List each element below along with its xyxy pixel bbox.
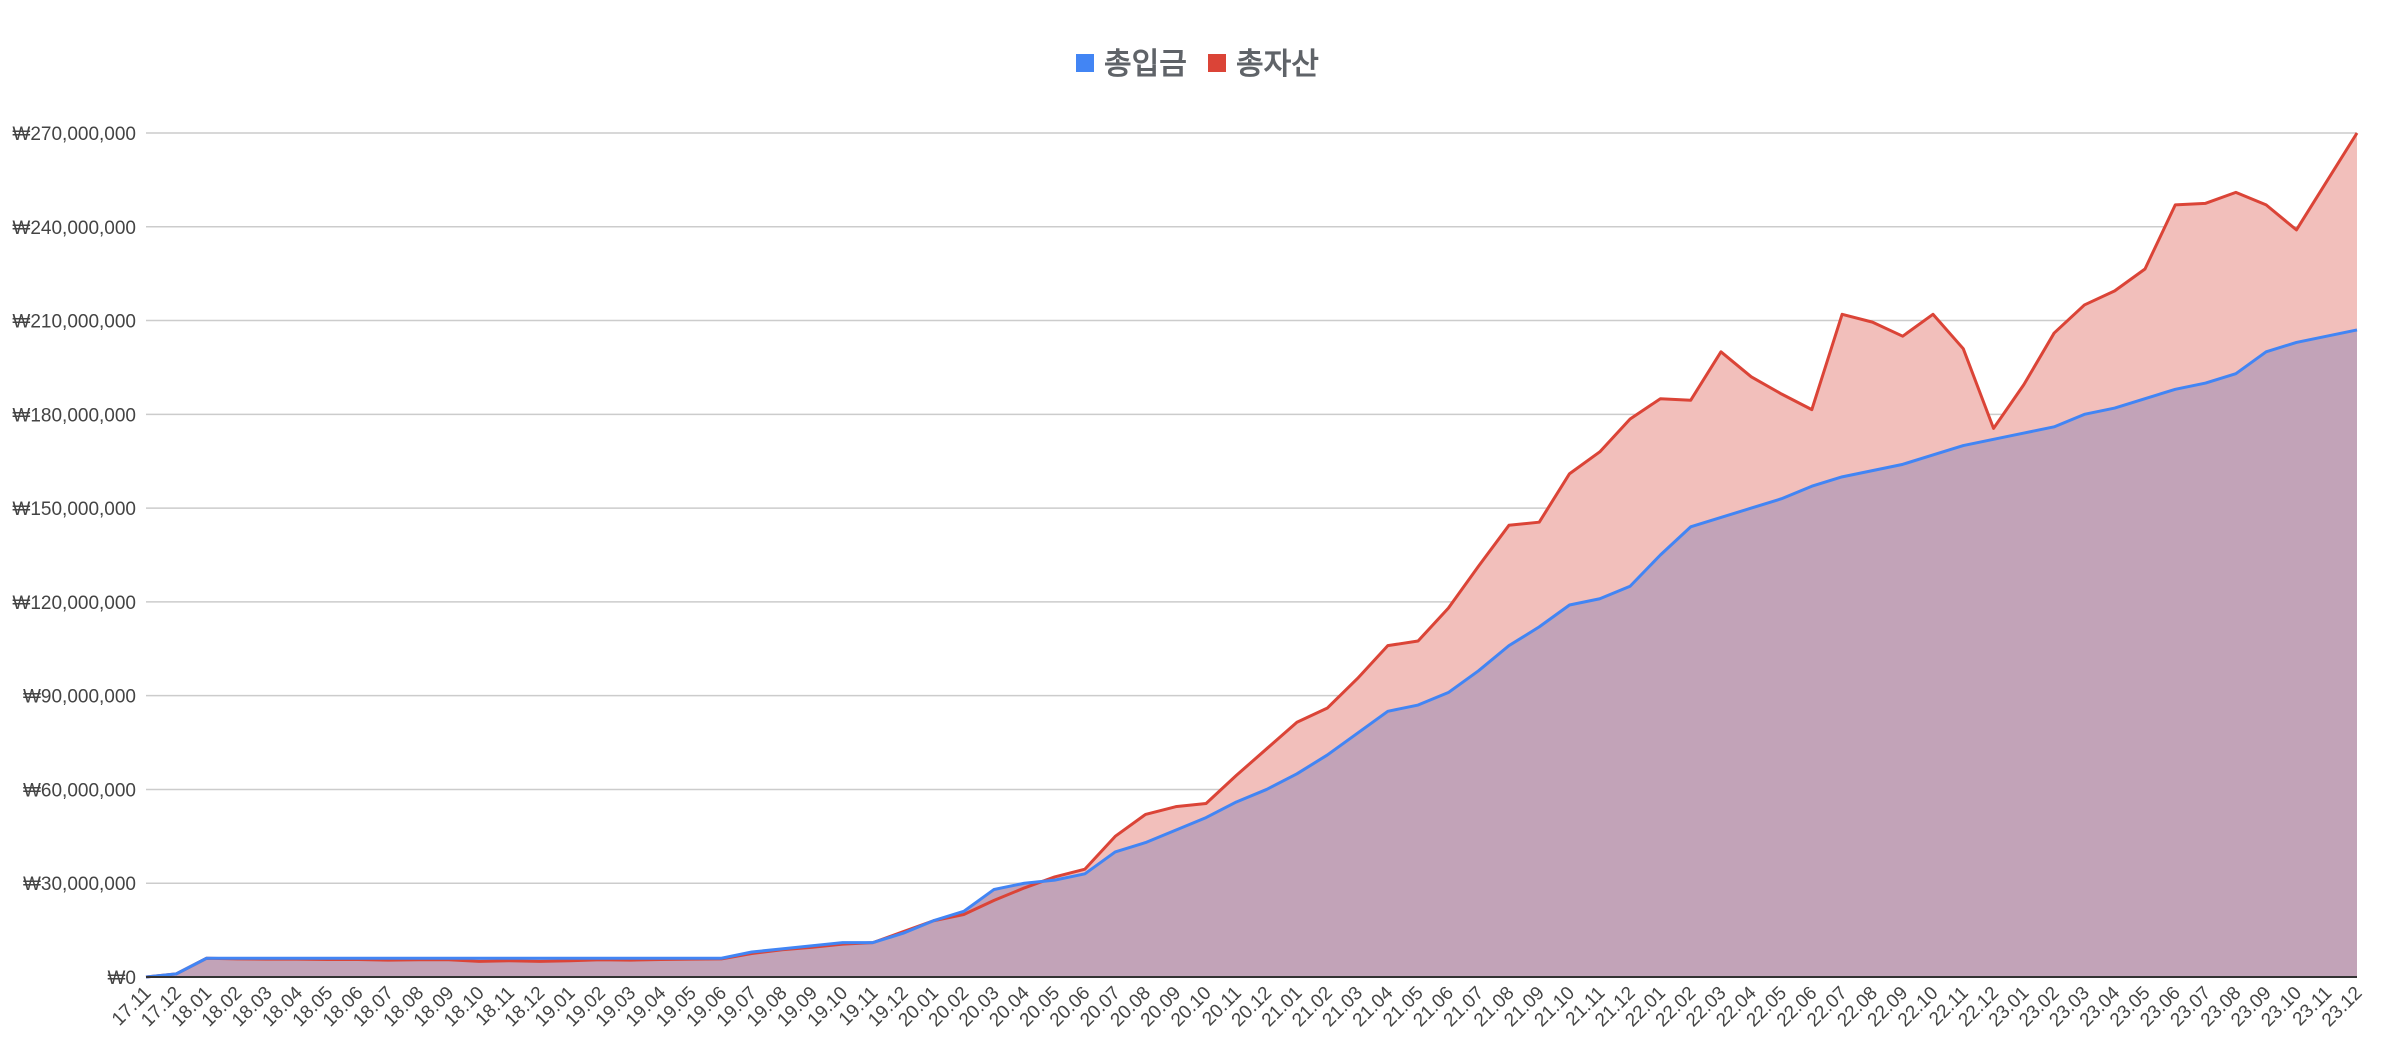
y-axis: ₩0 ₩30,000,000 ₩60,000,000 ₩90,000,000 ₩120,…: [12, 124, 136, 989]
series-line-1: [145, 132, 2359, 979]
x-axis: 17.1117.1218.0118.0218.0318.0418.0518.06…: [108, 982, 2366, 1031]
y-tick-label: ₩90,000,000: [23, 687, 136, 708]
series-line-0: [145, 328, 2358, 979]
y-tick-label: ₩270,000,000: [12, 124, 136, 145]
legend-swatch-total-assets: [1208, 54, 1226, 72]
area-fill-series-0: [146, 329, 2357, 977]
y-tick-label: ₩240,000,000: [12, 218, 136, 239]
y-tick-label: ₩0: [108, 968, 137, 989]
y-tick-label: ₩210,000,000: [12, 312, 136, 333]
legend-label-total-assets: 총자산: [1236, 47, 1319, 82]
plot-area: [145, 132, 2359, 979]
y-tick-label: ₩150,000,000: [12, 499, 136, 520]
y-tick-label: ₩180,000,000: [12, 405, 136, 426]
legend-label-total-deposit: 총입금: [1104, 47, 1187, 82]
legend: 총입금 총자산: [1076, 47, 1319, 82]
gridlines: [146, 132, 2357, 884]
y-tick-label: ₩60,000,000: [23, 780, 136, 801]
legend-swatch-total-deposit: [1076, 54, 1094, 72]
y-tick-label: ₩30,000,000: [23, 874, 136, 895]
y-tick-label: ₩120,000,000: [12, 593, 136, 614]
